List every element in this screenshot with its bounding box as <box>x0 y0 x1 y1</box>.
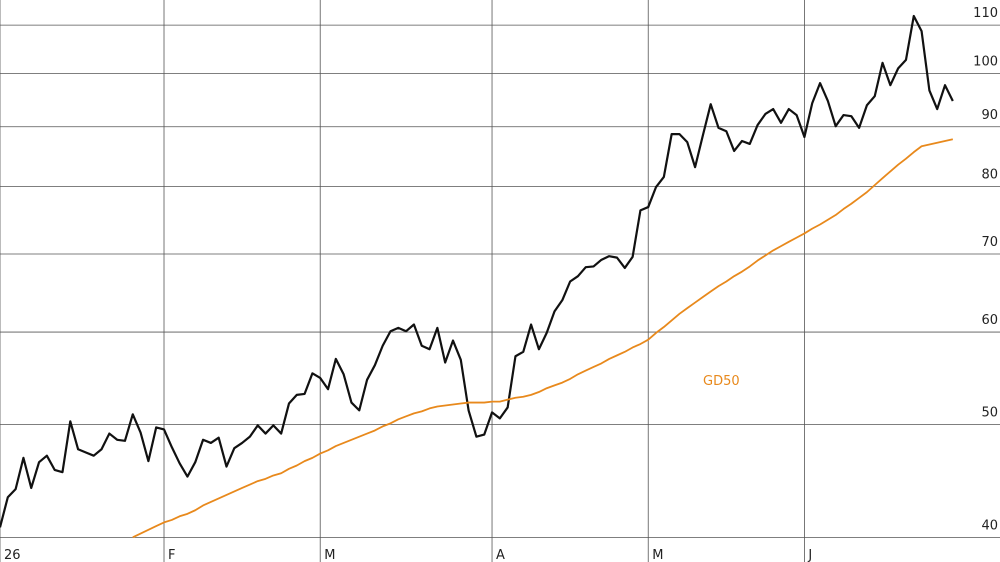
y-tick-label: 100 <box>973 54 998 69</box>
series-line <box>0 14 954 528</box>
series-label: GD50 <box>703 374 740 389</box>
lines <box>0 14 954 539</box>
y-tick-label: 80 <box>981 167 998 182</box>
x-tick-label: M <box>324 548 335 562</box>
series-line <box>132 138 954 539</box>
x-tick-label: A <box>496 548 505 562</box>
y-tick-label: 90 <box>981 108 998 123</box>
x-tick-label: M <box>652 548 663 562</box>
y-tick-label: 60 <box>981 313 998 328</box>
x-tick-label: F <box>168 548 175 562</box>
y-tick-label: 40 <box>981 518 998 533</box>
y-tick-label: 50 <box>981 405 998 420</box>
x-tick-label: J <box>807 548 812 562</box>
x-tick-label: 26 <box>4 548 21 562</box>
y-tick-label: 70 <box>981 235 998 250</box>
labels: 40 50 60 70 80 90 100 110 26 F M A M J GD50 <box>4 6 998 562</box>
y-tick-label: 110 <box>973 6 998 21</box>
